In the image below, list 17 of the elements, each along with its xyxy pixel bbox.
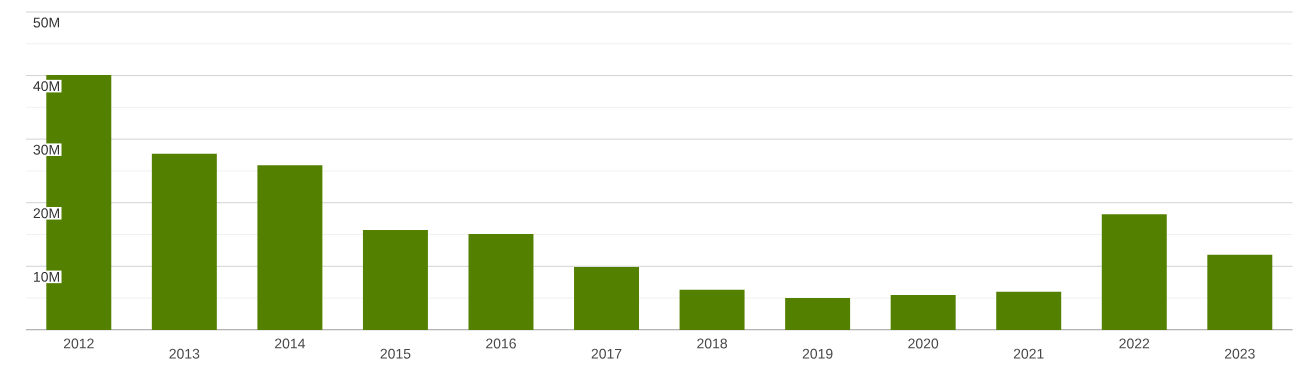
x-tick-label: 2023 bbox=[1224, 348, 1255, 359]
y-tick-label: 30M bbox=[33, 144, 59, 155]
y-tick-label: 10M bbox=[34, 271, 59, 282]
x-tick-label: 2022 bbox=[1119, 338, 1150, 349]
x-tick-label: 2014 bbox=[275, 338, 306, 349]
x-tick-label: 2012 bbox=[63, 338, 94, 349]
y-tick-label: 20M bbox=[33, 208, 59, 219]
x-tick-label: 2021 bbox=[1013, 348, 1044, 359]
x-tick-label: 2020 bbox=[908, 338, 939, 349]
y-tick-label: 50M bbox=[33, 17, 59, 28]
x-tick-label: 2019 bbox=[802, 348, 833, 359]
x-tick-label: 2017 bbox=[591, 348, 622, 359]
x-tick-label: 2016 bbox=[486, 338, 516, 349]
x-tick-label: 2015 bbox=[380, 348, 411, 359]
x-tick-label: 2013 bbox=[169, 348, 200, 359]
x-tick-label: 2018 bbox=[697, 338, 728, 349]
y-tick-label: 40M bbox=[33, 81, 59, 92]
